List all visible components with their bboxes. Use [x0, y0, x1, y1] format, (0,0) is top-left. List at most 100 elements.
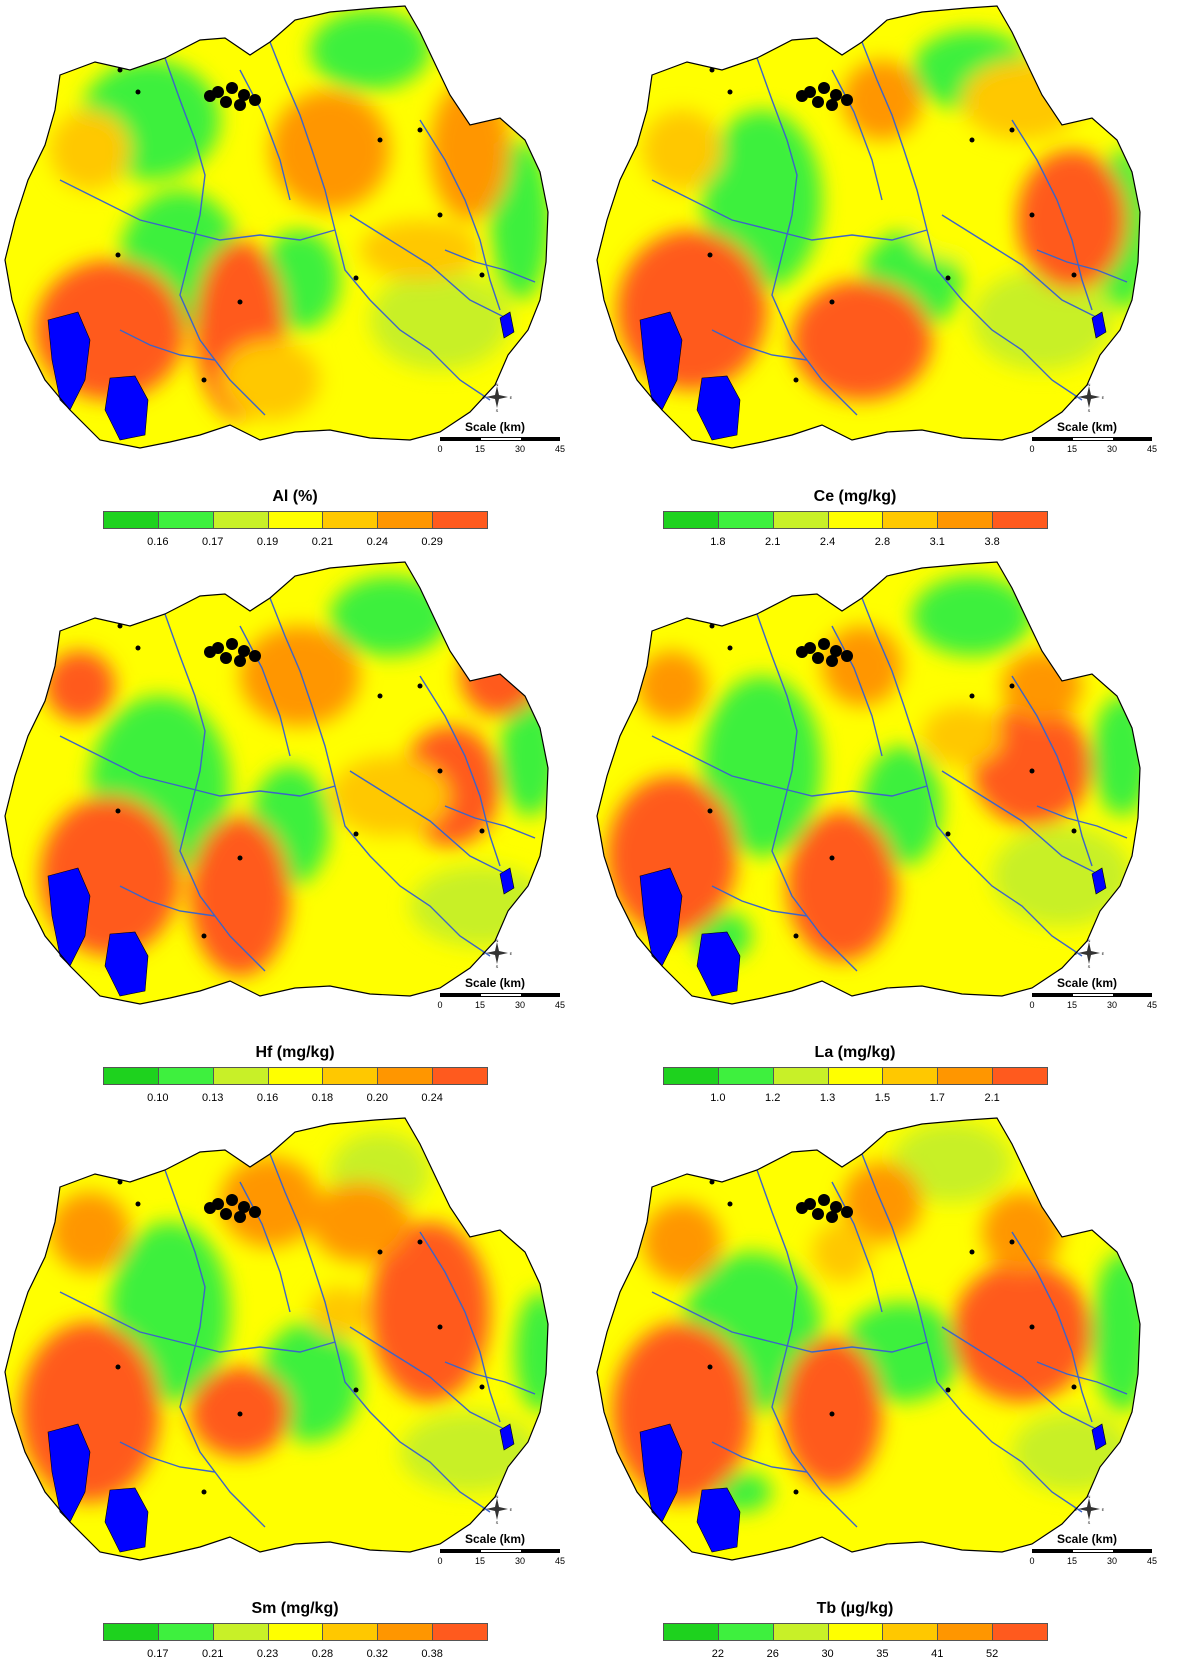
compass-label-s: S	[1088, 964, 1091, 968]
legend-tick-label: 0.24	[421, 1092, 443, 1104]
urban-area	[707, 67, 1077, 383]
river-3	[349, 770, 511, 877]
legend-swatch-3	[827, 1067, 884, 1085]
legend-color-bar	[103, 511, 488, 531]
field-zone-0	[702, 676, 822, 856]
legend-tick-label: 2.4	[819, 536, 836, 548]
river-6	[239, 625, 291, 757]
field-zone-9	[460, 636, 540, 716]
field-zone-4	[515, 1292, 548, 1412]
legend-swatch-2	[212, 1067, 269, 1085]
scale-tick: 45	[1146, 1000, 1157, 1010]
compass-label-e: E	[1102, 951, 1104, 956]
urban-area	[707, 1179, 1077, 1495]
river-5	[119, 1441, 216, 1473]
lake-2	[499, 311, 515, 339]
scale-bar: Scale (km) 0 15 30 45	[1022, 976, 1157, 1016]
river-2	[59, 735, 336, 797]
legend-tick-label: 1.7	[929, 1092, 945, 1104]
legend-tick-label: 2.1	[984, 1092, 1000, 1104]
legend-tick-label: 1.5	[874, 1092, 891, 1104]
field-zone-3	[1012, 1412, 1132, 1492]
legend-tick-label: 2.8	[874, 536, 891, 548]
legend-title: Tb (µg/kg)	[816, 1600, 894, 1617]
field-zone-3	[992, 826, 1132, 926]
river-5	[711, 1441, 808, 1473]
scale-tick: 15	[474, 1556, 485, 1566]
field-zone-3	[410, 866, 548, 946]
field-zone-7	[370, 1222, 490, 1402]
compass-label-s: S	[496, 964, 499, 968]
legend-swatch-6	[432, 511, 488, 529]
river-0	[861, 41, 1083, 401]
scale-tick: 45	[1146, 1556, 1157, 1566]
river-6	[831, 69, 883, 201]
river-7	[1036, 805, 1128, 839]
compass-label-n: N	[496, 938, 499, 943]
river-5	[119, 885, 216, 917]
field-zone-8	[240, 626, 360, 726]
scale-tick: 30	[514, 1000, 525, 1010]
scale-tick: 0	[1029, 1556, 1035, 1566]
scale-tick: 0	[1029, 444, 1035, 454]
scale-tick: 15	[1066, 1000, 1077, 1010]
map-sm	[4, 1117, 549, 1561]
legend-swatch-1	[157, 511, 214, 529]
scale-tick: 30	[1106, 1556, 1117, 1566]
river-2	[651, 179, 928, 241]
scale-line	[440, 993, 560, 997]
scale-tick: 15	[474, 444, 485, 454]
legend-title: Al (%)	[272, 488, 318, 505]
lake-0	[47, 867, 91, 967]
compass-label-s: S	[496, 1520, 499, 1524]
legend-tick-label: 26	[766, 1648, 779, 1660]
legend-tick-label: 1.8	[710, 536, 726, 548]
lake-1	[696, 1487, 741, 1553]
urban-area	[115, 67, 485, 383]
scale-bar: Scale (km) 0 15 30 45	[430, 976, 565, 1016]
lake-0	[639, 867, 683, 967]
compass-label-n: N	[1088, 1494, 1091, 1499]
map-hf	[4, 561, 549, 1005]
field-zone-8	[270, 90, 390, 210]
field-zone-12	[812, 1222, 872, 1282]
field-zone-3	[972, 270, 1112, 370]
legend-swatch-1	[717, 511, 774, 529]
lake-2	[499, 867, 515, 895]
legend-tick-label: 0.21	[311, 536, 334, 548]
lake-2	[1091, 311, 1107, 339]
scale-bar: Scale (km) 0 15 30 45	[1022, 1532, 1157, 1572]
compass-label-n: N	[496, 382, 499, 387]
river-2	[59, 179, 336, 241]
map-panel-tb: N S E W Scale (km) 0 15 30 45 Tb (µg/kg) 22 26 30 35 4…	[592, 1112, 1182, 1668]
scale-title: Scale (km)	[1056, 976, 1118, 990]
scale-line	[1032, 1549, 1152, 1553]
legend-swatch-3	[827, 511, 884, 529]
scale-line	[1032, 993, 1152, 997]
north-arrow-icon: N S E W	[1073, 938, 1105, 969]
river-0	[861, 597, 1083, 957]
scale-title: Scale (km)	[1056, 1532, 1118, 1546]
concentration-field	[597, 562, 1140, 1004]
field-zone-11	[637, 651, 707, 721]
river-7	[444, 805, 536, 839]
legend-swatch-1	[157, 1623, 214, 1641]
field-zone-8	[842, 60, 922, 140]
scale-tick: 15	[1066, 444, 1077, 454]
legend-tick-label: 35	[876, 1648, 889, 1660]
river-4	[1011, 119, 1093, 311]
legend-swatch-6	[992, 1067, 1048, 1085]
rivers	[651, 41, 1128, 416]
scale-tick: 0	[437, 444, 443, 454]
country-border	[4, 5, 549, 449]
compass-label-e: E	[1102, 395, 1104, 400]
legend-swatch-4	[322, 511, 379, 529]
compass-label-w: W	[482, 1507, 485, 1512]
river-5	[711, 329, 808, 361]
rivers	[651, 1153, 1128, 1528]
legend-tick-label: 0.38	[421, 1648, 443, 1660]
north-arrow-icon: N S E W	[481, 1494, 513, 1525]
legend-title: La (mg/kg)	[814, 1044, 896, 1061]
field-zone-6	[190, 816, 290, 976]
legend-tick-label: 0.16	[256, 1092, 279, 1104]
